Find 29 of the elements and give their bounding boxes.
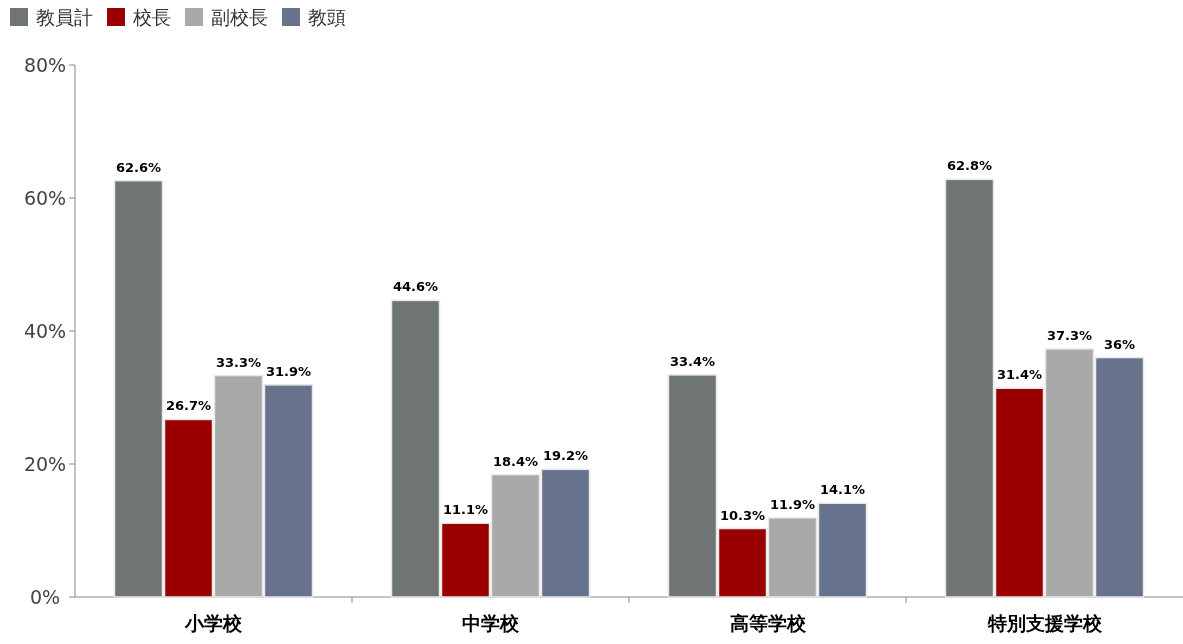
data-label: 31.9% [265, 363, 312, 379]
legend-label: 教頭 [308, 5, 346, 28]
data-label: 11.9% [769, 496, 816, 512]
data-label: 31.4% [996, 367, 1043, 383]
y-tick-label: 20% [23, 452, 67, 475]
y-tick-label: 80% [23, 53, 67, 76]
data-label: 62.6% [115, 159, 162, 175]
data-label: 14.1% [819, 482, 866, 498]
legend-label: 副校長 [211, 5, 268, 28]
data-label: 44.6% [392, 279, 439, 295]
data-label: 19.2% [542, 448, 589, 464]
x-tick-label: 中学校 [462, 612, 520, 634]
data-label: 11.1% [442, 502, 489, 518]
data-label: 37.3% [1046, 327, 1093, 343]
legend-label: 教員計 [36, 5, 93, 28]
data-label: 36% [1103, 336, 1136, 352]
x-tick-label: 小学校 [184, 612, 243, 634]
legend-label: 校長 [132, 5, 171, 28]
data-label: 18.4% [492, 453, 539, 469]
y-tick-label: 60% [23, 186, 67, 209]
data-label: 26.7% [165, 398, 212, 414]
data-label: 62.8% [946, 158, 993, 174]
data-label: 33.3% [215, 354, 262, 370]
y-tick-label: 0% [29, 585, 61, 608]
x-tick-label: 高等学校 [729, 612, 807, 634]
data-label: 10.3% [719, 507, 766, 523]
data-label: 33.4% [669, 353, 716, 369]
x-tick-label: 特別支援学校 [986, 612, 1103, 634]
y-tick-label: 40% [23, 319, 67, 342]
